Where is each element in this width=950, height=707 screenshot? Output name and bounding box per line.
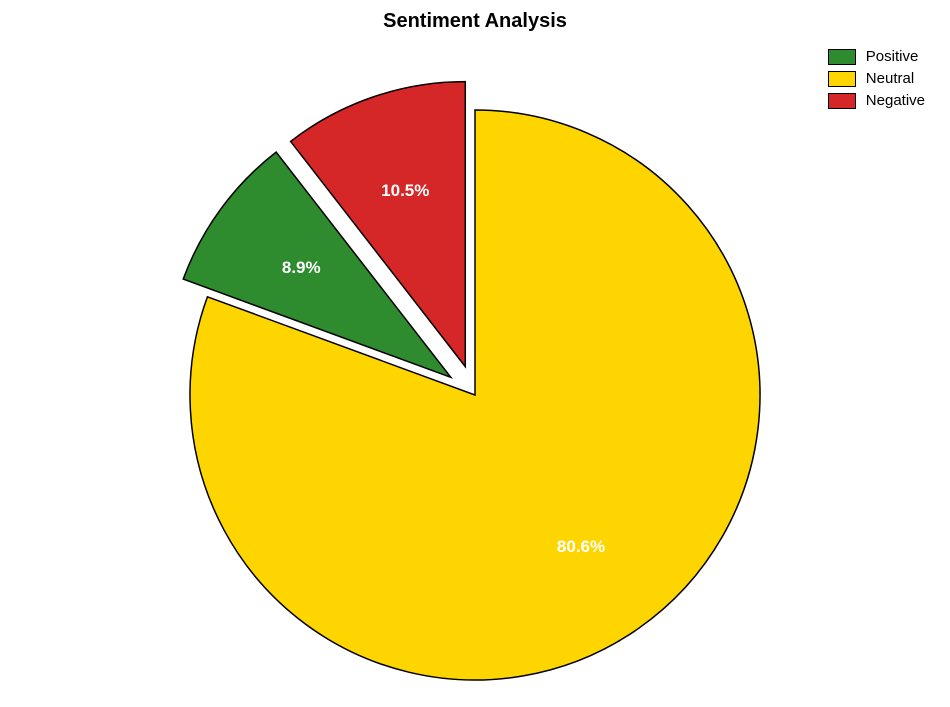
pie-chart: 80.6% 8.9% 10.5% (0, 45, 950, 655)
legend-label-positive: Positive (866, 48, 919, 65)
chart-title: Sentiment Analysis (0, 10, 950, 33)
legend-swatch-positive (828, 49, 856, 65)
legend: Positive Neutral Negative (828, 48, 925, 114)
pie-chart-svg (0, 45, 950, 707)
legend-label-negative: Negative (866, 92, 925, 109)
slice-label-negative: 10.5% (381, 181, 429, 201)
slice-label-positive: 8.9% (282, 258, 321, 278)
legend-swatch-negative (828, 93, 856, 109)
legend-swatch-neutral (828, 71, 856, 87)
legend-item-neutral: Neutral (828, 70, 925, 87)
slice-label-neutral: 80.6% (557, 537, 605, 557)
legend-item-negative: Negative (828, 92, 925, 109)
legend-label-neutral: Neutral (866, 70, 914, 87)
legend-item-positive: Positive (828, 48, 925, 65)
